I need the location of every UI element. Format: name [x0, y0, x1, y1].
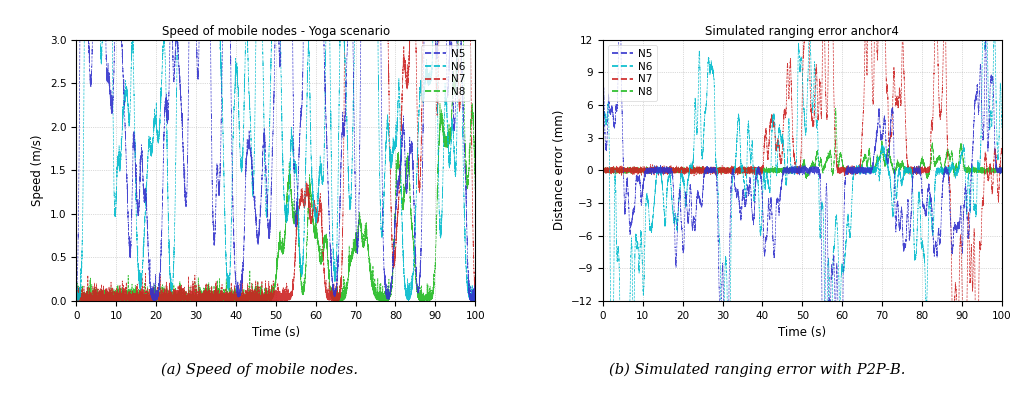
Line: N5: N5: [603, 0, 1002, 396]
N5: [914, 170, 926, 175]
Text: (b) Simulated ranging error with P2P-B.: (b) Simulated ranging error with P2P-B.: [609, 363, 906, 377]
N8: [597, 168, 609, 172]
N8: [616, 168, 629, 173]
Y-axis label: Speed (m/s): Speed (m/s): [32, 135, 45, 206]
X-axis label: Time (s): Time (s): [778, 326, 827, 339]
N6: [387, 150, 400, 155]
N5: [741, 185, 754, 190]
N5: [996, 166, 1008, 171]
Line: N5: N5: [76, 0, 475, 301]
N8: [223, 299, 235, 303]
N7: [469, 291, 481, 295]
N5: [833, 389, 845, 394]
N8: [215, 298, 227, 303]
N8: [914, 167, 926, 172]
N5: [850, 169, 862, 173]
N7: [616, 168, 629, 173]
N7: [70, 295, 82, 300]
N5: [387, 257, 400, 262]
N8: [469, 188, 481, 193]
N7: [741, 165, 754, 170]
N7: [850, 165, 862, 169]
N8: [833, 161, 845, 166]
N5: [893, 213, 905, 218]
N5: [323, 234, 336, 238]
N6: [741, 147, 754, 151]
N7: [215, 297, 227, 301]
N8: [830, 106, 842, 110]
N6: [893, 170, 905, 175]
N8: [91, 294, 103, 299]
Line: N6: N6: [76, 0, 475, 301]
Text: (a) Speed of mobile nodes.: (a) Speed of mobile nodes.: [161, 363, 358, 377]
X-axis label: Time (s): Time (s): [251, 326, 300, 339]
N8: [323, 284, 336, 288]
Line: N6: N6: [603, 14, 1002, 396]
N8: [387, 259, 400, 264]
N7: [91, 289, 103, 294]
N5: [617, 147, 630, 151]
Line: N8: N8: [76, 0, 475, 301]
N6: [306, 189, 318, 194]
Title: Simulated ranging error anchor4: Simulated ranging error anchor4: [706, 25, 899, 38]
N8: [741, 168, 754, 173]
N7: [893, 100, 905, 105]
N8: [366, 278, 378, 283]
N7: [833, 168, 845, 172]
N8: [996, 168, 1008, 173]
N6: [70, 297, 82, 301]
N8: [306, 208, 318, 213]
Line: N7: N7: [603, 0, 1002, 396]
N6: [468, 299, 480, 303]
N7: [306, 214, 318, 219]
N7: [597, 165, 609, 169]
Line: N7: N7: [76, 0, 475, 301]
N6: [977, 11, 990, 16]
Legend: N5, N6, N7, N8: N5, N6, N7, N8: [421, 45, 470, 101]
N6: [996, 126, 1008, 130]
N6: [914, 201, 926, 206]
N7: [996, 151, 1008, 156]
N8: [70, 298, 82, 303]
N8: [921, 176, 934, 181]
N6: [469, 298, 481, 303]
Title: Speed of mobile nodes - Yoga scenario: Speed of mobile nodes - Yoga scenario: [162, 25, 390, 38]
N6: [597, 126, 609, 131]
N5: [597, 82, 609, 86]
N6: [833, 281, 845, 286]
N6: [850, 170, 862, 175]
N7: [323, 295, 336, 300]
N8: [893, 161, 905, 166]
Legend: N5, N6, N7, N8: N5, N6, N7, N8: [608, 45, 657, 101]
N5: [70, 290, 82, 295]
N6: [323, 33, 336, 38]
N7: [193, 299, 205, 303]
Y-axis label: Distance error (mm): Distance error (mm): [552, 110, 565, 230]
N5: [215, 143, 227, 148]
N8: [850, 169, 862, 174]
N7: [914, 167, 926, 172]
Line: N8: N8: [603, 108, 1002, 179]
N5: [469, 297, 481, 301]
N7: [387, 265, 400, 270]
N5: [467, 299, 479, 303]
N6: [215, 66, 227, 70]
